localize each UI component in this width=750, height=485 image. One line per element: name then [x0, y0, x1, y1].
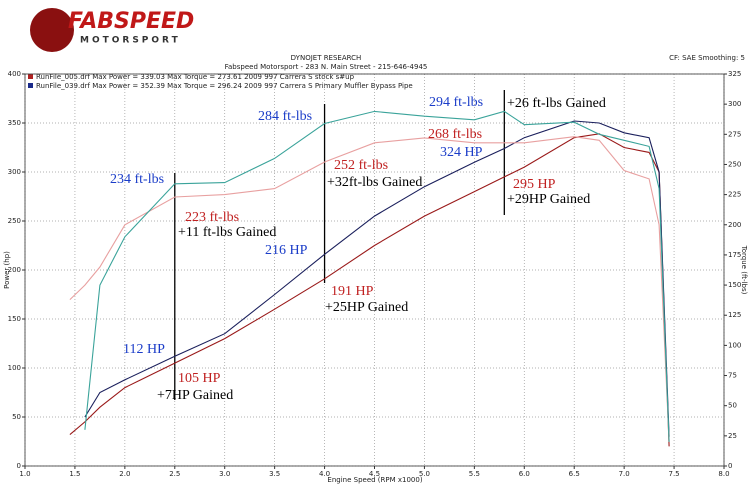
x-tick-label: 5.5 — [469, 470, 480, 478]
annotation: 216 HP — [265, 243, 308, 258]
annotation: 252 ft-lbs — [334, 158, 388, 173]
plot-frame — [24, 73, 725, 467]
annotation: 324 HP — [440, 145, 483, 160]
x-tick-label: 3.0 — [219, 470, 230, 478]
y-tick-label: 300 — [8, 168, 21, 176]
y2-tick-label: 50 — [728, 402, 737, 410]
y2-axis-title: Torque (ft-lbs) — [740, 245, 748, 295]
x-axis-title: Engine Speed (RPM x1000) — [327, 476, 422, 484]
annotation: 191 HP — [331, 284, 374, 299]
annotation: 105 HP — [178, 371, 221, 386]
logo-emblem — [30, 8, 74, 52]
legend-swatch — [28, 74, 33, 79]
y-tick-label: 0 — [17, 462, 21, 470]
y2-tick-label: 225 — [728, 191, 741, 199]
legend-info: RunFile_039.drf Max Power = 352.39 Max T… — [36, 82, 413, 90]
y2-tick-label: 200 — [728, 221, 741, 229]
x-tick-label: 6.5 — [569, 470, 580, 478]
y2-tick-label: 25 — [728, 432, 737, 440]
y2-tick-label: 275 — [728, 130, 741, 138]
series-line — [69, 133, 670, 447]
y2-tick-label: 75 — [728, 372, 737, 380]
x-tick-label: 7.0 — [619, 470, 630, 478]
x-tick-label: 5.0 — [419, 470, 430, 478]
x-tick-label: 3.5 — [269, 470, 280, 478]
annotation: 268 ft-lbs — [428, 127, 482, 142]
y2-tick-label: 150 — [728, 281, 741, 289]
x-tick-label: 1.0 — [19, 470, 30, 478]
y-tick-label: 150 — [8, 315, 21, 323]
y2-tick-label: 0 — [728, 462, 732, 470]
y2-tick-label: 325 — [728, 70, 741, 78]
legend-info: RunFile_005.drf Max Power = 339.03 Max T… — [36, 73, 355, 81]
y-tick-label: 400 — [8, 70, 21, 78]
annotation: +32ft-lbs Gained — [327, 175, 422, 190]
x-tick-label: 4.0 — [319, 470, 330, 478]
chart-title: DYNOJET RESEARCH — [291, 54, 362, 62]
settings-text: CF: SAE Smoothing: 5 — [669, 54, 745, 62]
annotation: 295 HP — [513, 177, 556, 192]
y2-tick-label: 175 — [728, 251, 741, 259]
annotation: 294 ft-lbs — [429, 95, 483, 110]
x-tick-label: 2.0 — [119, 470, 130, 478]
annotation: 284 ft-lbs — [258, 109, 312, 124]
series-line — [69, 136, 670, 442]
x-tick-label: 6.0 — [519, 470, 530, 478]
y-axis-title: Power (hp) — [3, 251, 11, 289]
y-tick-label: 50 — [12, 413, 21, 421]
y2-tick-label: 100 — [728, 341, 741, 349]
x-tick-label: 2.5 — [169, 470, 180, 478]
annotation: 223 ft-lbs — [185, 210, 239, 225]
series-line — [84, 120, 670, 437]
y-tick-label: 250 — [8, 217, 21, 225]
legend-swatch — [28, 83, 33, 88]
y2-tick-label: 250 — [728, 160, 741, 168]
x-tick-label: 8.0 — [718, 470, 729, 478]
series-line — [84, 110, 670, 442]
x-tick-label: 4.5 — [369, 470, 380, 478]
logo-text: FABSPEED — [68, 9, 194, 34]
annotation: 234 ft-lbs — [110, 172, 164, 187]
y-tick-label: 100 — [8, 364, 21, 372]
annotation: +26 ft-lbs Gained — [507, 96, 606, 111]
annotation: +7HP Gained — [157, 388, 233, 403]
y2-tick-label: 300 — [728, 100, 741, 108]
x-tick-label: 1.5 — [69, 470, 80, 478]
logo-subtext: MOTORSPORT — [80, 36, 181, 46]
annotation: +11 ft-lbs Gained — [178, 225, 276, 240]
annotation: +29HP Gained — [507, 192, 590, 207]
annotation: 112 HP — [123, 342, 165, 357]
x-tick-label: 7.5 — [669, 470, 680, 478]
annotation: +25HP Gained — [325, 300, 408, 315]
y-tick-label: 200 — [8, 266, 21, 274]
y-tick-label: 350 — [8, 119, 21, 127]
y2-tick-label: 125 — [728, 311, 741, 319]
chart-subtitle: Fabspeed Motorsport - 283 N. Main Street… — [225, 63, 428, 71]
